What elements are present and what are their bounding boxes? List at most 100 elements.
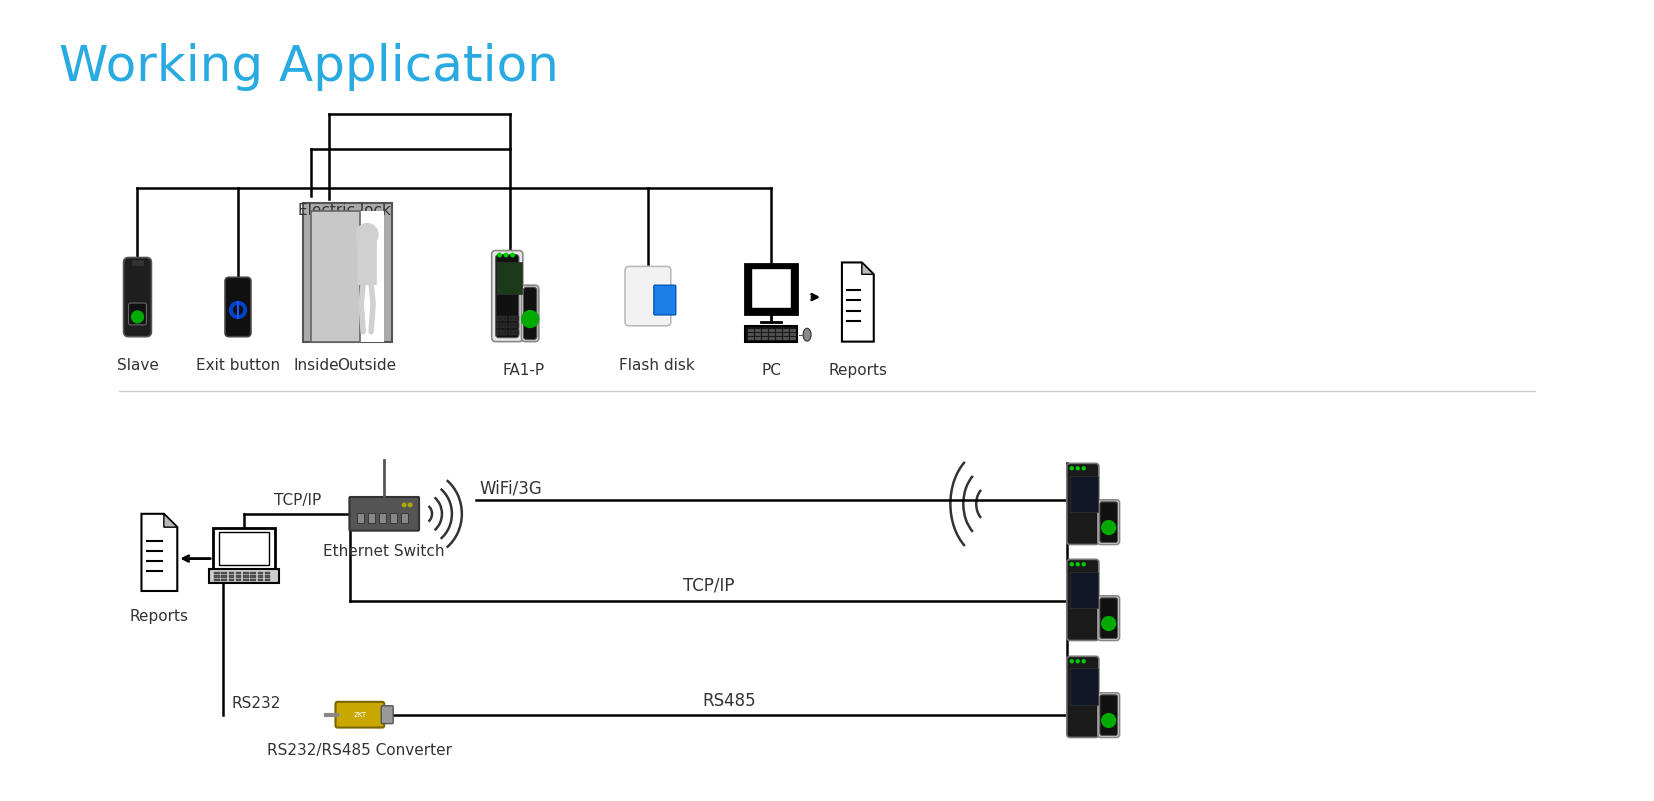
Bar — [1070, 571, 1098, 608]
FancyBboxPatch shape — [1098, 500, 1120, 545]
Circle shape — [1070, 563, 1073, 566]
Circle shape — [1077, 563, 1078, 566]
Text: TCP/IP: TCP/IP — [683, 577, 734, 595]
Text: Working Application: Working Application — [60, 42, 559, 91]
Bar — [357, 513, 364, 523]
FancyBboxPatch shape — [1098, 596, 1120, 641]
Text: Electric lock: Electric lock — [298, 203, 390, 218]
Bar — [503, 330, 508, 335]
Text: RS485: RS485 — [703, 692, 756, 710]
Bar — [303, 203, 392, 341]
Bar — [265, 575, 270, 578]
Bar — [509, 330, 513, 335]
Bar — [498, 323, 501, 328]
Bar — [208, 570, 280, 583]
Circle shape — [1102, 617, 1116, 630]
FancyBboxPatch shape — [336, 702, 384, 727]
Bar — [218, 532, 270, 566]
Bar — [514, 316, 519, 321]
Bar — [390, 513, 397, 523]
Bar — [776, 328, 782, 332]
Bar — [1070, 476, 1098, 512]
Bar — [498, 316, 501, 321]
Bar — [498, 330, 501, 335]
Bar — [222, 578, 227, 581]
Text: Inside: Inside — [293, 358, 339, 373]
Circle shape — [1082, 467, 1085, 469]
Bar — [250, 578, 256, 581]
FancyBboxPatch shape — [129, 303, 147, 324]
Polygon shape — [842, 263, 873, 341]
Bar — [756, 336, 761, 340]
Circle shape — [1070, 467, 1073, 469]
Bar — [496, 261, 523, 294]
Bar — [228, 575, 235, 578]
Bar — [769, 332, 774, 336]
FancyBboxPatch shape — [382, 706, 394, 723]
FancyBboxPatch shape — [653, 285, 676, 315]
Text: RS232/RS485 Converter: RS232/RS485 Converter — [266, 743, 452, 759]
Polygon shape — [164, 513, 177, 527]
Bar — [258, 578, 263, 581]
Circle shape — [1070, 660, 1073, 662]
FancyBboxPatch shape — [491, 251, 523, 341]
Bar — [756, 332, 761, 336]
FancyBboxPatch shape — [1100, 502, 1118, 542]
Bar — [243, 578, 248, 581]
Circle shape — [1102, 521, 1116, 534]
Bar — [791, 336, 796, 340]
Bar — [311, 211, 384, 341]
Bar — [509, 316, 513, 321]
Bar — [258, 575, 263, 578]
FancyBboxPatch shape — [625, 267, 672, 326]
Bar — [776, 336, 782, 340]
Bar — [756, 328, 761, 332]
FancyBboxPatch shape — [1100, 694, 1118, 735]
Bar — [748, 336, 754, 340]
Circle shape — [1102, 714, 1116, 727]
Text: RS232: RS232 — [232, 696, 281, 710]
FancyBboxPatch shape — [1100, 598, 1118, 638]
Bar — [228, 572, 235, 574]
Bar — [769, 328, 774, 332]
Polygon shape — [862, 263, 873, 274]
Circle shape — [521, 311, 539, 328]
Bar — [769, 336, 774, 340]
Bar — [222, 572, 227, 574]
Bar — [237, 575, 241, 578]
Bar — [746, 264, 797, 314]
Polygon shape — [142, 513, 177, 591]
Circle shape — [402, 503, 405, 507]
Text: PC: PC — [761, 364, 781, 378]
FancyBboxPatch shape — [1067, 463, 1098, 545]
Bar — [213, 575, 220, 578]
Bar — [791, 332, 796, 336]
Bar — [751, 268, 791, 308]
Circle shape — [1077, 467, 1078, 469]
Bar — [222, 575, 227, 578]
Circle shape — [233, 305, 243, 315]
Text: Flash disk: Flash disk — [619, 358, 695, 373]
Circle shape — [409, 503, 412, 507]
FancyBboxPatch shape — [523, 287, 538, 340]
Bar — [402, 513, 409, 523]
Bar — [379, 513, 387, 523]
Text: TCP/IP: TCP/IP — [273, 493, 321, 508]
Bar — [250, 572, 256, 574]
Bar — [213, 572, 220, 574]
Bar — [237, 572, 241, 574]
Bar — [791, 328, 796, 332]
FancyBboxPatch shape — [349, 497, 418, 530]
FancyBboxPatch shape — [521, 285, 539, 341]
Bar — [228, 578, 235, 581]
FancyBboxPatch shape — [1098, 693, 1120, 738]
FancyBboxPatch shape — [124, 257, 152, 336]
Text: Reports: Reports — [131, 609, 189, 624]
Bar — [213, 578, 220, 581]
Bar — [748, 328, 754, 332]
Bar — [237, 578, 241, 581]
Bar — [762, 332, 767, 336]
Bar — [776, 332, 782, 336]
FancyBboxPatch shape — [1067, 656, 1098, 738]
Bar — [132, 260, 144, 265]
